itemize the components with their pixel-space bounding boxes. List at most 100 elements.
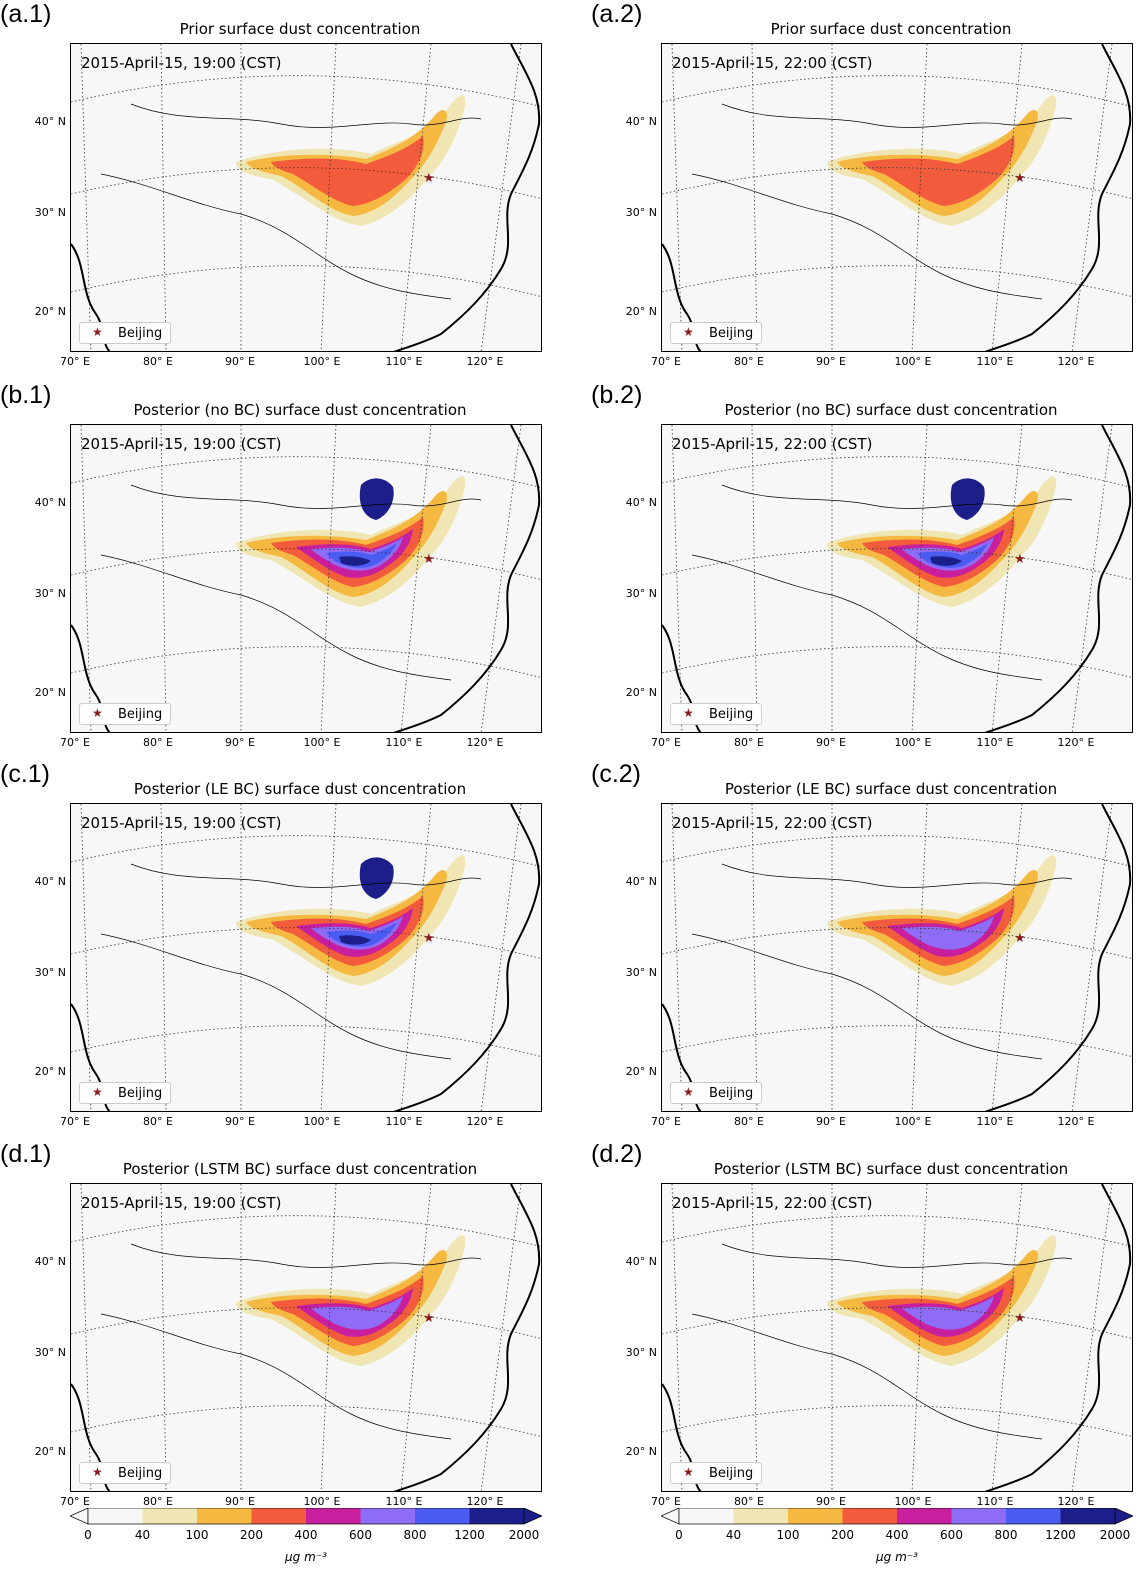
- border-line: [100, 173, 452, 300]
- parallel-line: [71, 1405, 541, 1437]
- latitude-label: 30° N: [625, 1346, 657, 1359]
- longitude-label: 100° E: [303, 1495, 341, 1508]
- parallel-line: [71, 456, 541, 488]
- colorbar-tick: 2000: [508, 1528, 540, 1542]
- longitude-label: 100° E: [303, 736, 341, 749]
- meridian-line: [751, 425, 758, 732]
- longitude-label: 80° E: [143, 355, 173, 368]
- meridian-line: [480, 44, 522, 351]
- colorbar-tick: 40: [134, 1528, 151, 1542]
- star-icon: ★: [683, 706, 694, 720]
- colorbar-max-arrow: [523, 1507, 543, 1525]
- colorbar-segment: [679, 1508, 734, 1524]
- parallel-line: [662, 265, 1132, 297]
- longitude-label: 120° E: [466, 736, 504, 749]
- dust-plume: [827, 95, 1057, 226]
- border-line: [100, 554, 452, 681]
- map-area: ★ 2015-April-15, 19:00 (CST) ★ Beijing: [70, 803, 542, 1112]
- panel-title: Prior surface dust concentration: [179, 20, 421, 38]
- map-canvas: ★ 2015-April-15, 22:00 (CST): [662, 1184, 1132, 1491]
- meridian-line: [80, 1184, 92, 1491]
- colorbar-segment: [197, 1508, 252, 1524]
- meridian-line: [671, 425, 683, 732]
- border-line: [130, 863, 482, 888]
- border-line: [691, 1313, 1043, 1440]
- colorbar-segment: [360, 1508, 415, 1524]
- colorbar-tick: 400: [294, 1528, 318, 1542]
- legend-label: Beijing: [709, 1086, 754, 1101]
- beijing-star-icon: ★: [1014, 171, 1026, 186]
- panel-title: Posterior (no BC) surface dust concentra…: [724, 401, 1058, 419]
- colorbar-max-arrow: [1114, 1507, 1134, 1525]
- meridian-line: [160, 425, 167, 732]
- longitude-label: 80° E: [734, 1115, 764, 1128]
- map-panel: (d.2) Posterior (LSTM BC) surface dust co…: [591, 1140, 1141, 1520]
- meridian-line: [671, 1184, 683, 1491]
- legend-label: Beijing: [709, 707, 754, 722]
- legend: ★ Beijing: [79, 1082, 171, 1104]
- parallel-line: [71, 1215, 541, 1247]
- panel-label: (b.2): [591, 381, 643, 409]
- timestamp: 2015-April-15, 22:00 (CST): [672, 435, 872, 453]
- longitude-label: 70° E: [651, 355, 681, 368]
- meridian-line: [80, 425, 92, 732]
- panel-title: Posterior (LE BC) surface dust concentra…: [133, 780, 467, 798]
- contour-1200: [930, 556, 962, 566]
- latitude-label: 20° N: [625, 1065, 657, 1078]
- latitude-label: 40° N: [34, 875, 66, 888]
- timestamp: 2015-April-15, 22:00 (CST): [672, 814, 872, 832]
- longitude-label: 110° E: [976, 355, 1014, 368]
- colorbar-segment: [1006, 1508, 1061, 1524]
- graticule: [71, 44, 541, 351]
- legend: ★ Beijing: [79, 322, 171, 344]
- meridian-line: [1071, 804, 1113, 1111]
- colorbar-tick: 800: [994, 1528, 1018, 1542]
- map-panel: (b.1) Posterior (no BC) surface dust conc…: [0, 381, 560, 761]
- longitude-label: 70° E: [60, 355, 90, 368]
- contour-1200: [339, 556, 371, 566]
- longitude-label: 120° E: [466, 355, 504, 368]
- colorbar-tick: 200: [240, 1528, 263, 1542]
- east-coast: [393, 804, 541, 1111]
- dust-plume: [827, 855, 1057, 986]
- meridian-line: [80, 44, 92, 351]
- parallel-line: [71, 835, 541, 867]
- longitude-label: 120° E: [466, 1115, 504, 1128]
- longitude-label: 120° E: [1057, 1115, 1095, 1128]
- colorbar-segment: [306, 1508, 361, 1524]
- panel-label: (d.2): [591, 1140, 643, 1168]
- beijing-star-icon: ★: [423, 171, 435, 186]
- panel-label: (a.2): [591, 0, 643, 28]
- east-coast: [984, 44, 1132, 351]
- panel-title: Posterior (LE BC) surface dust concentra…: [724, 780, 1058, 798]
- parallel-line: [71, 1025, 541, 1057]
- parallel-line: [662, 1215, 1132, 1247]
- longitude-label: 90° E: [816, 1495, 846, 1508]
- meridian-line: [1071, 425, 1113, 732]
- longitude-label: 110° E: [385, 1495, 423, 1508]
- colorbar-tick: 1200: [1045, 1528, 1076, 1542]
- meridian-line: [1071, 1184, 1113, 1491]
- meridian-line: [671, 804, 683, 1111]
- latitude-label: 20° N: [625, 686, 657, 699]
- east-coast: [984, 804, 1132, 1111]
- longitude-label: 80° E: [734, 736, 764, 749]
- east-coast: [984, 1184, 1132, 1491]
- latitude-label: 20° N: [34, 1065, 66, 1078]
- graticule: [662, 804, 1132, 1111]
- panel-title: Prior surface dust concentration: [770, 20, 1012, 38]
- border-line: [691, 554, 1043, 681]
- longitude-label: 80° E: [734, 355, 764, 368]
- map-area: ★ 2015-April-15, 19:00 (CST) ★ Beijing: [70, 1183, 542, 1492]
- map-canvas: ★ 2015-April-15, 19:00 (CST): [71, 1184, 541, 1491]
- border-line: [130, 103, 482, 128]
- longitude-label: 110° E: [976, 1495, 1014, 1508]
- longitude-label: 90° E: [816, 736, 846, 749]
- border-line: [721, 1243, 1073, 1268]
- latitude-label: 40° N: [625, 496, 657, 509]
- meridian-line: [480, 1184, 522, 1491]
- longitude-label: 100° E: [894, 355, 932, 368]
- beijing-star-icon: ★: [423, 1311, 435, 1326]
- parallel-line: [662, 835, 1132, 867]
- colorbar-tick: 600: [940, 1528, 963, 1542]
